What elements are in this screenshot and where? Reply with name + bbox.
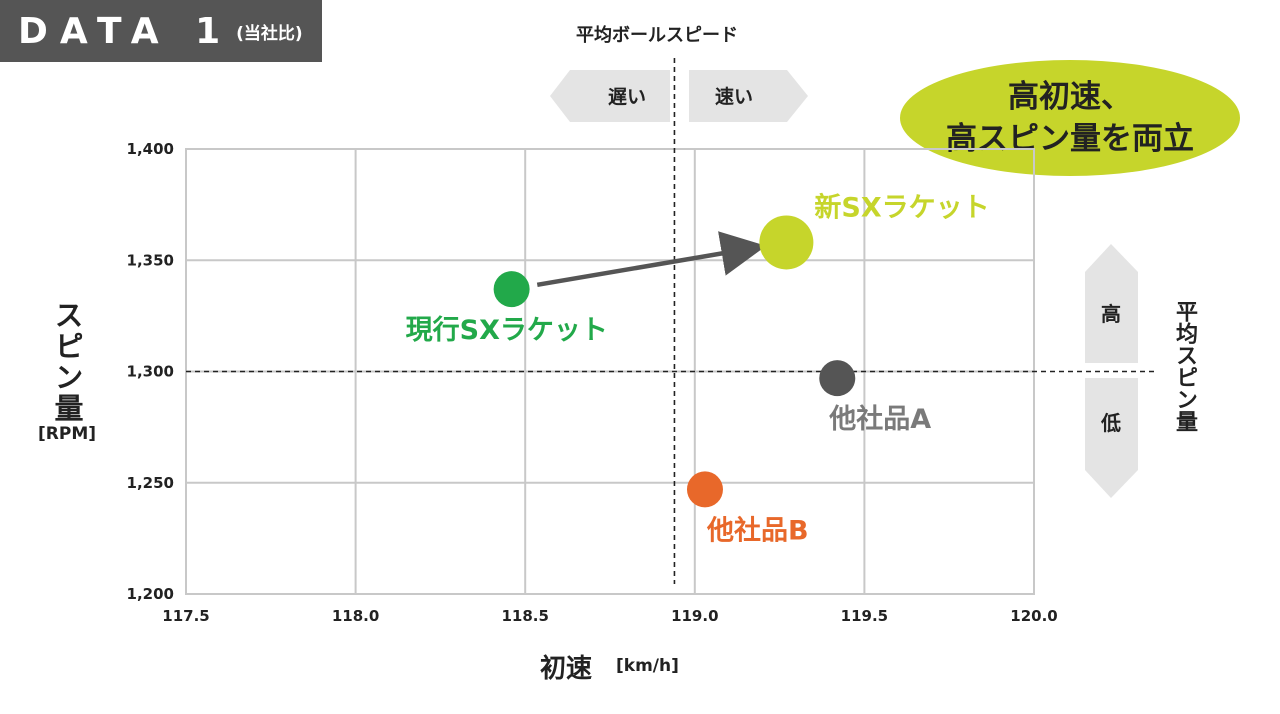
data-point-label: 新SXラケット [814, 191, 989, 223]
x-tick-label: 120.0 [1010, 607, 1057, 625]
y-tick-label: 1,400 [127, 140, 174, 158]
x-tick-label: 117.5 [162, 607, 209, 625]
x-tick-label: 119.0 [671, 607, 718, 625]
data-point-label: 他社品A [828, 403, 931, 435]
x-tick-label: 118.0 [332, 607, 379, 625]
y-tick-label: 1,300 [127, 363, 174, 381]
fast-label: 速い [715, 85, 753, 108]
improvement-arrow-group [536, 231, 767, 288]
high-arrow-shape [1085, 244, 1138, 363]
data-badge: DATA 1 (当社比) [0, 0, 322, 62]
avg-spin-label: 平均スピン量 [1172, 300, 1197, 432]
data-point-label: 現行SXラケット [406, 314, 608, 346]
fast-arrow-shape [689, 70, 808, 122]
x-axis-unit: [km/h] [616, 656, 679, 676]
callout-line-1: 高初速、 [1008, 79, 1132, 115]
badge-title: DATA 1 [18, 10, 233, 52]
guides: 遅い 速い 高 低 [550, 70, 1138, 498]
slow-arrow-shape [550, 70, 670, 122]
data-point [493, 271, 530, 308]
y-axis-unit: [RPM] [38, 424, 97, 444]
y-tick-label: 1,200 [127, 585, 174, 603]
y-tick-label: 1,250 [127, 474, 174, 492]
y-tick-label: 1,350 [127, 251, 174, 269]
callout-bubble: 高初速、 高スピン量を両立 [900, 60, 1240, 176]
low-arrow-shape [1085, 378, 1138, 498]
tick-labels: 117.5 118.0 118.5 119.0 119.5 120.0 1,400 1,350… [127, 140, 1058, 625]
low-label: 低 [1100, 411, 1121, 435]
badge-subtitle: (当社比) [236, 23, 303, 44]
y-axis-label: スピン量 [50, 300, 84, 424]
improvement-arrow [536, 231, 767, 288]
data-point [819, 360, 856, 397]
callout-line-2: 高スピン量を両立 [946, 121, 1194, 157]
slow-label: 遅い [608, 86, 646, 108]
avg-ball-speed-label: 平均ボールスピード [576, 25, 738, 46]
high-label: 高 [1101, 302, 1121, 326]
data-point [686, 471, 723, 508]
x-tick-label: 118.5 [501, 607, 548, 625]
reference-lines [186, 58, 1155, 584]
data-point-label: 他社品B [706, 514, 809, 546]
x-axis-label: 初速 [540, 654, 593, 684]
data-point [759, 215, 814, 270]
x-tick-label: 119.5 [841, 607, 888, 625]
